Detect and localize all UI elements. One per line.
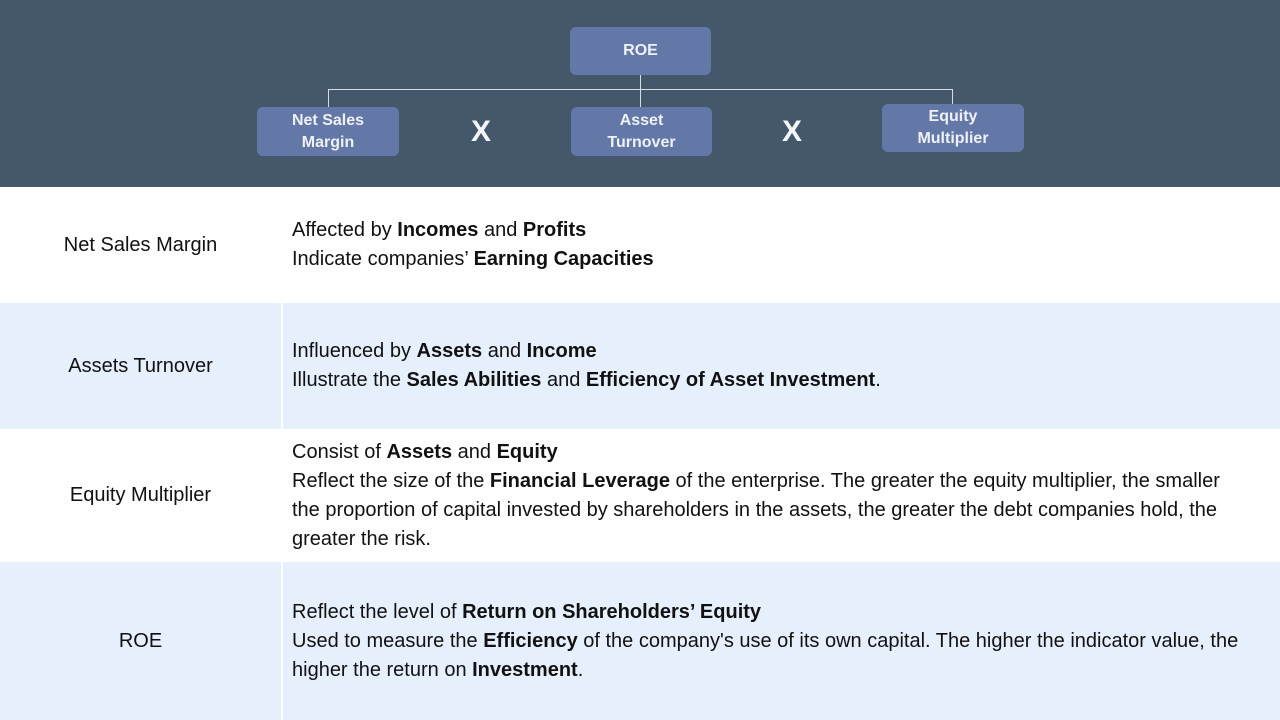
emphasis-text: Return on Shareholders’ Equity	[462, 600, 762, 623]
row-description: Affected by Incomes and Profits Indicate …	[292, 187, 1240, 303]
table-row-roe: ROE Reflect the level of Return on Share…	[0, 562, 1280, 720]
text-run: and	[478, 219, 523, 241]
emphasis-text: Profits	[522, 219, 587, 241]
row-label: Equity Multiplier	[69, 484, 212, 506]
connector-right-drop	[952, 89, 953, 104]
text-run: .	[577, 658, 584, 681]
connector-root-stem	[640, 74, 641, 107]
node-roe: ROE	[570, 27, 711, 75]
text-run: of the enterprise. The greater the equit…	[292, 469, 1220, 550]
table-row-equity-multiplier: Equity Multiplier Consist of Assets and …	[0, 429, 1280, 562]
text-run: and	[452, 440, 497, 463]
row-label: Assets Turnover	[68, 354, 213, 377]
text-run: and	[482, 340, 527, 362]
emphasis-text: Assets	[386, 440, 453, 463]
emphasis-text: Incomes	[397, 219, 479, 241]
emphasis-text: Investment	[472, 658, 578, 681]
node-asset-turnover: Asset Turnover	[571, 107, 712, 156]
row-divider	[281, 303, 283, 429]
text-run: Consist of	[292, 440, 387, 463]
emphasis-text: Assets	[416, 340, 483, 362]
row-label: Net Sales Margin	[63, 233, 218, 256]
text-run: Reflect the size of the	[292, 469, 490, 492]
description-line: Indicate companies’ Earning Capacities	[292, 245, 1240, 274]
text-run: Used to measure the	[292, 629, 484, 652]
row-label: ROE	[118, 629, 163, 652]
table-row-net-sales-margin: Net Sales Margin Affected by Incomes and…	[0, 187, 1280, 303]
multiply-operator-1: X	[470, 115, 491, 148]
description-line: Influenced by Assets and Income	[292, 337, 1240, 366]
text-run: Illustrate the	[292, 369, 407, 391]
node-equity-multiplier: Equity Multiplier	[882, 104, 1024, 152]
emphasis-text: Sales Abilities	[406, 369, 542, 391]
connector-horizontal	[328, 89, 953, 90]
connector-left-drop	[328, 89, 329, 107]
emphasis-text: Income	[526, 340, 597, 362]
text-run: .	[875, 369, 881, 391]
emphasis-text: Efficiency	[483, 629, 578, 652]
emphasis-text: Efficiency of Asset Investment	[585, 369, 876, 391]
row-divider	[281, 562, 283, 720]
row-description: Reflect the level of Return on Sharehold…	[292, 562, 1240, 720]
node-net-sales-margin: Net Sales Margin	[257, 107, 399, 156]
description-line: Reflect the size of the Financial Levera…	[292, 467, 1240, 554]
roe-decomposition-diagram: ROE Net Sales Margin Asset Turnover Equi…	[0, 0, 1280, 187]
table-row-assets-turnover: Assets Turnover Influenced by Assets and…	[0, 303, 1280, 429]
row-description: Consist of Assets and Equity Reflect the …	[292, 429, 1240, 562]
emphasis-text: Earning Capacities	[473, 248, 654, 270]
text-run: Affected by	[292, 219, 398, 241]
description-line: Used to measure the Efficiency of the co…	[292, 627, 1240, 685]
row-description: Influenced by Assets and Income Illustrat…	[292, 303, 1240, 429]
emphasis-text: Financial Leverage	[489, 469, 670, 492]
description-line: Affected by Incomes and Profits	[292, 216, 1240, 245]
description-line: Reflect the level of Return on Sharehold…	[292, 598, 1240, 627]
text-run: and	[541, 369, 586, 391]
multiply-operator-2: X	[781, 115, 802, 148]
description-line: Illustrate the Sales Abilities and Effic…	[292, 366, 1240, 395]
text-run: Indicate companies’	[292, 248, 474, 270]
text-run: of the company's use of its own capital.…	[292, 629, 1239, 681]
emphasis-text: Equity	[496, 440, 558, 463]
text-run: Influenced by	[292, 340, 417, 362]
text-run: Reflect the level of	[292, 600, 463, 623]
description-line: Consist of Assets and Equity	[292, 438, 1240, 467]
